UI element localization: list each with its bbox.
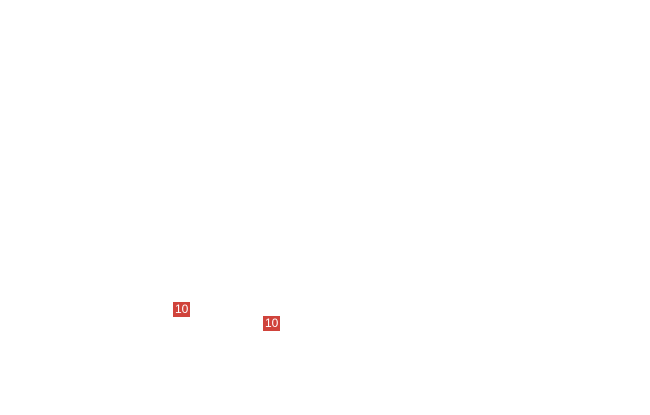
count-badge: 10: [173, 302, 191, 317]
count-badge: 10: [263, 316, 281, 331]
